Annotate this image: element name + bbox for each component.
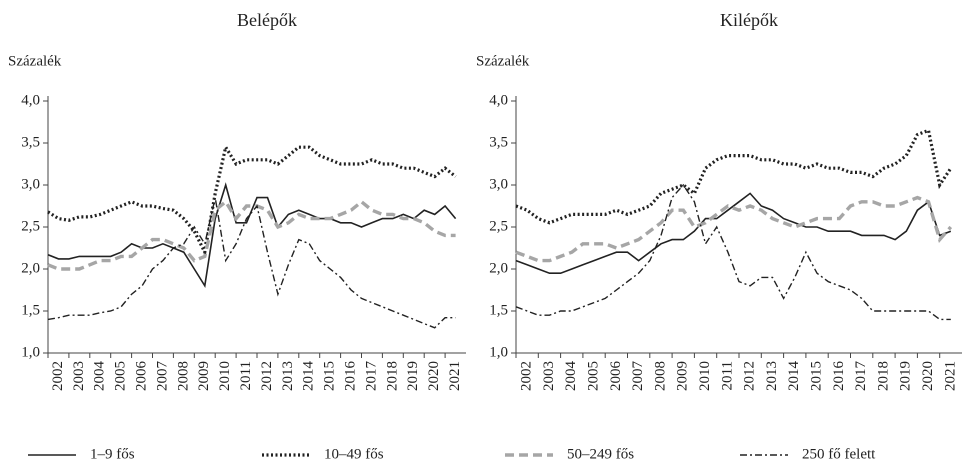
y-tick-label: 1,0 xyxy=(21,344,40,360)
x-tick-label: 2016 xyxy=(831,361,847,392)
y-tick-label: 4,0 xyxy=(489,92,508,108)
x-tick-label: 2008 xyxy=(175,361,191,391)
x-tick-label: 2010 xyxy=(697,361,713,391)
x-tick-label: 2013 xyxy=(764,361,780,391)
x-tick-label: 2007 xyxy=(630,361,646,392)
x-tick-label: 2013 xyxy=(280,361,296,391)
x-tick-label: 2014 xyxy=(786,361,802,392)
y-tick-label: 3,5 xyxy=(21,134,40,150)
x-tick-label: 2003 xyxy=(71,361,87,391)
x-tick-label: 2006 xyxy=(133,361,149,392)
x-tick-label: 2009 xyxy=(196,361,212,391)
x-tick-label: 2005 xyxy=(585,361,601,391)
x-tick-label: 2019 xyxy=(898,361,914,391)
x-tick-label: 2007 xyxy=(154,361,170,392)
x-tick-label: 2021 xyxy=(942,361,958,391)
x-tick-label: 2012 xyxy=(742,361,758,391)
y-tick-label: 1,5 xyxy=(489,302,508,318)
series-line xyxy=(47,182,457,289)
y-tick-label: 1,5 xyxy=(21,302,40,318)
x-tick-label: 2020 xyxy=(426,361,442,391)
series-line xyxy=(47,197,456,329)
y-tick-label: 4,0 xyxy=(21,92,40,108)
y-tick-label: 1,0 xyxy=(489,344,508,360)
x-tick-label: 2002 xyxy=(50,361,66,391)
x-tick-label: 2012 xyxy=(259,361,275,391)
y-tick-label: 2,5 xyxy=(21,218,40,234)
chart-title: Belépők xyxy=(237,10,297,30)
x-tick-label: 2021 xyxy=(447,361,463,391)
y-tick-label: 2,0 xyxy=(21,260,40,276)
y-axis-label: Százalék xyxy=(8,53,62,69)
x-tick-label: 2010 xyxy=(217,361,233,391)
x-tick-label: 2003 xyxy=(541,361,557,391)
x-tick-label: 2015 xyxy=(808,361,824,391)
series-line xyxy=(47,143,457,258)
x-tick-label: 2008 xyxy=(652,361,668,391)
x-tick-label: 2018 xyxy=(384,361,400,391)
x-tick-label: 2014 xyxy=(301,361,317,392)
legend-label: 10–49 fős xyxy=(324,446,384,462)
x-tick-label: 2017 xyxy=(853,361,869,392)
x-tick-label: 2011 xyxy=(238,361,254,390)
x-tick-label: 2019 xyxy=(405,361,421,391)
x-tick-label: 2002 xyxy=(519,361,535,391)
y-tick-label: 3,0 xyxy=(21,176,40,192)
y-tick-label: 2,5 xyxy=(489,218,508,234)
x-tick-label: 2006 xyxy=(608,361,624,392)
x-tick-label: 2004 xyxy=(92,361,108,392)
x-tick-label: 2005 xyxy=(113,361,129,391)
x-tick-label: 2017 xyxy=(363,361,379,392)
y-tick-label: 2,0 xyxy=(489,260,508,276)
series-line xyxy=(515,192,952,274)
x-tick-label: 2011 xyxy=(719,361,735,390)
y-tick-label: 3,5 xyxy=(489,134,508,150)
x-tick-label: 2018 xyxy=(875,361,891,391)
x-tick-label: 2020 xyxy=(920,361,936,391)
legend-label: 1–9 fős xyxy=(90,446,135,462)
series-line xyxy=(47,199,456,271)
legend-label: 50–249 fős xyxy=(567,446,634,462)
chart-title: Kilépők xyxy=(720,10,778,30)
series-line xyxy=(515,195,953,263)
series-line xyxy=(515,128,953,225)
y-tick-label: 3,0 xyxy=(489,176,508,192)
legend-label: 250 fő felett xyxy=(802,446,876,462)
x-tick-label: 2004 xyxy=(563,361,579,392)
x-tick-label: 2009 xyxy=(675,361,691,391)
y-axis-label: Százalék xyxy=(476,53,530,69)
x-tick-label: 2015 xyxy=(322,361,338,391)
series-line xyxy=(515,183,951,321)
x-tick-label: 2016 xyxy=(342,361,358,392)
